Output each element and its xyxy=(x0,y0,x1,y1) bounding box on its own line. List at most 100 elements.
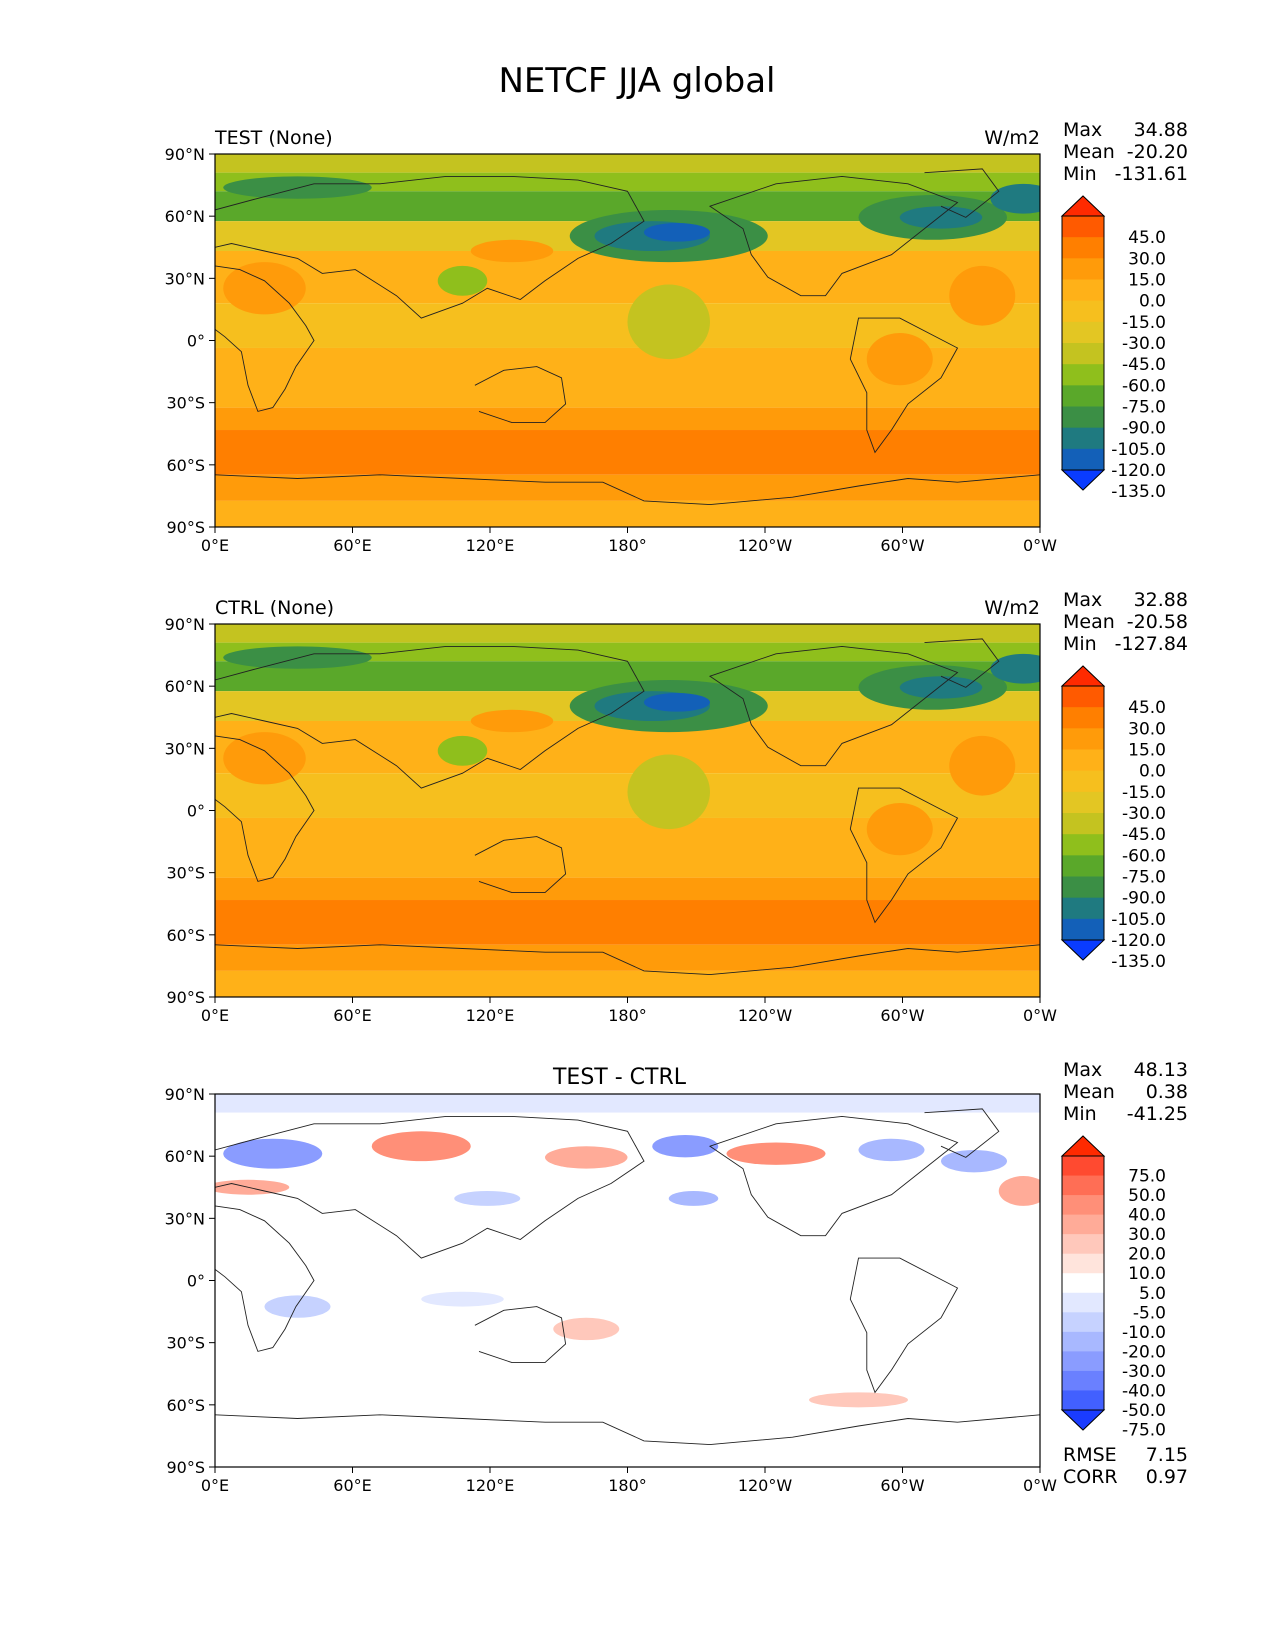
coastline xyxy=(215,944,1040,976)
lon-tick-label: 180° xyxy=(608,1006,647,1025)
lat-tick-label: 60°S xyxy=(166,926,205,945)
lon-tick-label: 120°W xyxy=(738,1006,793,1025)
colorbar-lower-extend xyxy=(1060,939,1106,961)
coastline xyxy=(215,1414,1040,1446)
field-feature xyxy=(421,1291,504,1307)
field-feature xyxy=(223,1138,323,1169)
coastline xyxy=(474,366,567,424)
colorbar-segment xyxy=(1062,237,1104,259)
colorbar-label: -90.0 xyxy=(1122,889,1166,909)
lon-tick-label: 120°E xyxy=(466,1006,515,1025)
colorbar-segment xyxy=(1062,1175,1104,1196)
colorbar-label: 15.0 xyxy=(1128,741,1166,761)
stat-label: Mean xyxy=(1063,611,1115,633)
field-layer xyxy=(215,624,1040,997)
colorbar-label: -75.0 xyxy=(1122,398,1166,418)
stat-label: Min xyxy=(1063,163,1097,185)
colorbar-segment xyxy=(1062,385,1104,407)
colorbar-segment xyxy=(1062,728,1104,750)
colorbar-segment xyxy=(1062,918,1104,941)
colorbar-upper-extend xyxy=(1060,1135,1106,1157)
colorbar-segment xyxy=(1062,279,1104,302)
stat-value: -41.25 xyxy=(1127,1103,1188,1125)
colorbar-label: 40.0 xyxy=(1128,1206,1166,1226)
colorbar-label: 0.0 xyxy=(1139,762,1166,782)
colorbar-label: 75.0 xyxy=(1128,1167,1166,1187)
colorbar-label: -15.0 xyxy=(1122,313,1166,333)
field-feature xyxy=(470,709,554,733)
coastline xyxy=(924,1108,1000,1158)
field-feature xyxy=(627,754,710,830)
colorbar-label: -105.0 xyxy=(1111,910,1166,930)
field-feature xyxy=(941,1149,1007,1173)
colorbar-segment xyxy=(1062,813,1104,835)
lon-tick-label: 0°E xyxy=(201,536,229,555)
colorbar-segment xyxy=(1062,1234,1104,1255)
colorbar-label: 20.0 xyxy=(1128,1245,1166,1265)
colorbar-segment xyxy=(1062,1390,1104,1411)
coastline xyxy=(215,1205,315,1352)
colorbar-segment xyxy=(1062,749,1104,772)
field-feature xyxy=(990,653,1040,684)
lon-tick-label: 180° xyxy=(608,1476,647,1495)
colorbar-segment xyxy=(1062,686,1104,708)
field-feature xyxy=(223,176,372,199)
colorbar-lower-extend xyxy=(1060,469,1106,491)
field-band xyxy=(215,970,1040,997)
field-feature xyxy=(668,1190,719,1206)
colorbar-label: 30.0 xyxy=(1128,249,1166,269)
colorbar-segment xyxy=(1062,406,1104,429)
field-feature xyxy=(899,206,983,229)
colorbar-segment xyxy=(1062,1292,1104,1313)
stat-label: Min xyxy=(1063,1103,1097,1125)
colorbar-label: 0.0 xyxy=(1139,292,1166,312)
colorbar-upper-extend xyxy=(1060,195,1106,217)
field-feature xyxy=(553,1317,620,1341)
coastline xyxy=(708,645,959,767)
field-feature xyxy=(223,646,372,669)
colorbar-label: -90.0 xyxy=(1122,419,1166,439)
coastline xyxy=(215,1115,645,1259)
field-feature xyxy=(652,1135,719,1158)
colorbar-segment xyxy=(1062,300,1104,323)
stat-label: CORR xyxy=(1063,1466,1118,1488)
stat-value: -20.58 xyxy=(1127,611,1188,633)
coastline xyxy=(708,1115,959,1237)
coastline xyxy=(215,175,645,319)
colorbar-label: 45.0 xyxy=(1128,228,1166,248)
field-feature xyxy=(726,1142,826,1165)
colorbar-frame xyxy=(1061,215,1105,471)
colorbar-segment xyxy=(1062,1253,1104,1274)
lat-tick-label: 60°N xyxy=(165,1147,205,1166)
field-feature xyxy=(223,732,306,785)
lat-tick-label: 90°N xyxy=(165,615,205,634)
colorbar-segment xyxy=(1062,427,1104,450)
colorbar-label: -45.0 xyxy=(1122,355,1166,375)
lat-tick-label: 90°S xyxy=(166,518,205,537)
colorbar-label: -75.0 xyxy=(1122,868,1166,888)
stat-value: -20.20 xyxy=(1127,141,1188,163)
colorbar-label: 50.0 xyxy=(1128,1186,1166,1206)
lat-tick-label: 90°N xyxy=(165,1085,205,1104)
lat-tick-label: 90°S xyxy=(166,1458,205,1477)
stat-value: 48.13 xyxy=(1134,1059,1188,1081)
colorbar-label: -20.0 xyxy=(1122,1342,1166,1362)
coastline xyxy=(215,265,315,412)
colorbar-segment xyxy=(1062,855,1104,877)
stat-value: 0.38 xyxy=(1146,1081,1188,1103)
lon-tick-label: 60°E xyxy=(333,536,371,555)
stat-value: 0.97 xyxy=(1146,1466,1188,1488)
map-panel-test: TEST (None) W/m2 0°E 60°E 120°E 180° 120°W 60°W… xyxy=(165,119,1188,555)
lon-tick-label: 120°E xyxy=(466,1476,515,1495)
field-band xyxy=(215,624,1040,643)
field-feature xyxy=(437,265,488,296)
colorbar-segment xyxy=(1062,1351,1104,1372)
colorbar-label: -15.0 xyxy=(1122,783,1166,803)
colorbar-label: -135.0 xyxy=(1111,482,1166,502)
panel-units: W/m2 xyxy=(984,597,1040,619)
lon-tick-label: 0°W xyxy=(1023,1476,1057,1495)
panel-left-title: CTRL (None) xyxy=(215,597,334,619)
field-band xyxy=(215,1112,1040,1467)
colorbar-segment xyxy=(1062,791,1104,814)
coastline xyxy=(215,735,315,882)
